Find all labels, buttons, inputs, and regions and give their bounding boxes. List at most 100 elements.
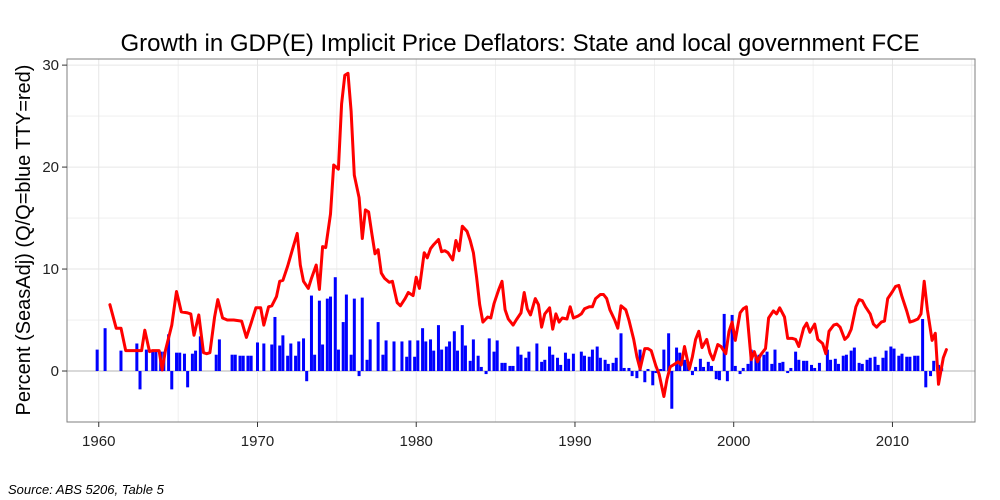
qq-bar [817,362,821,372]
plot-area [66,58,976,423]
qq-bar [881,357,885,372]
qq-bar [154,351,158,372]
qq-bar [182,353,186,372]
qq-bar [667,333,671,372]
qq-bar [563,352,567,372]
qq-bar [683,359,687,372]
qq-bar [175,352,179,372]
qq-bar [178,352,182,372]
qq-bar [535,343,539,372]
qq-bar [309,295,313,372]
qq-bar [479,366,483,372]
qq-bar [659,368,663,372]
qq-bar [741,367,745,372]
qq-bar [297,341,301,372]
qq-bar [186,371,190,388]
qq-bar [873,356,877,372]
qq-bar [662,349,666,372]
qq-bar [829,359,833,372]
qq-bar [868,357,872,372]
qq-bar [733,365,737,372]
x-tick-label: 1980 [400,433,433,450]
qq-bar [897,355,901,372]
qq-bar [241,355,245,372]
qq-bar [908,356,912,372]
qq-bar [249,355,253,372]
y-tick-label: 20 [42,159,59,176]
qq-bar [329,296,333,372]
qq-bar [436,325,440,372]
qq-bar [233,354,237,372]
qq-bar [627,367,631,372]
x-tick-label: 1970 [241,433,274,450]
qq-bar [698,358,702,372]
qq-bar [730,314,734,372]
qq-bar [294,355,298,372]
qq-bar [694,366,698,372]
qq-bar [654,371,658,374]
qq-bar [368,339,372,372]
qq-bar [400,341,404,372]
qq-bar [622,367,626,372]
qq-bar [778,362,782,372]
qq-bar [757,354,761,372]
qq-bar [519,354,523,372]
qq-bar [805,360,809,372]
qq-bar [217,339,221,372]
qq-bar [246,355,250,372]
x-tick-label: 2010 [876,433,909,450]
qq-bar [630,371,634,377]
qq-bar [852,347,856,372]
qq-bar [551,354,555,372]
qq-bar [789,367,793,372]
qq-bar [170,371,174,390]
qq-bar [333,277,337,372]
qq-bar [825,349,829,372]
qq-bar [408,340,412,372]
qq-bar [857,362,861,372]
qq-bar [579,351,583,372]
qq-bar [313,354,317,372]
qq-bar [643,371,647,383]
qq-bar [424,341,428,372]
qq-bar [352,298,356,372]
qq-bar [556,357,560,372]
qq-bar [456,350,460,372]
qq-bar [781,361,785,372]
qq-bar [144,349,148,372]
y-tick-label: 0 [51,363,59,380]
qq-bar [690,371,694,376]
qq-bar [262,343,266,372]
qq-bar [913,355,917,372]
qq-bar [543,359,547,372]
qq-bar [714,371,718,380]
qq-bar [336,349,340,372]
qq-bar [511,365,515,372]
qq-bar [860,363,864,372]
qq-bar [603,359,607,372]
qq-bar [797,359,801,372]
qq-bar [587,356,591,372]
qq-bar [289,343,293,372]
qq-bar [429,339,433,372]
y-tick-label: 30 [42,57,59,74]
qq-bar [416,340,420,372]
qq-bar [924,371,928,388]
qq-bar [590,349,594,372]
qq-bar [932,360,936,372]
x-tick-label: 1960 [82,433,115,450]
qq-bar [444,346,448,372]
qq-bar [286,355,290,372]
qq-bar [929,371,933,377]
qq-bar [273,316,277,372]
qq-bar [516,346,520,372]
qq-bar [709,365,713,372]
qq-bar [651,371,655,386]
qq-bar [452,331,456,372]
qq-bar [344,294,348,372]
qq-bar [548,346,552,372]
qq-bar [746,363,750,372]
qq-bar [786,371,790,374]
qq-bar [484,371,488,375]
